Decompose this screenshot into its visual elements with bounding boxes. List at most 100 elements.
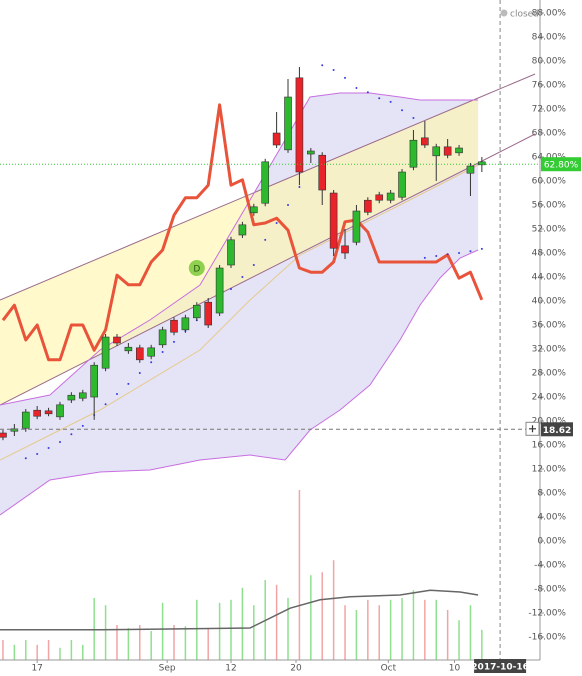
sar-dot [446, 253, 449, 256]
volume-bar [401, 598, 403, 660]
candle-body [101, 336, 110, 369]
sar-dot [469, 250, 472, 253]
candle-body [455, 147, 463, 154]
volume-bar [435, 599, 437, 660]
event-label: D [193, 265, 200, 275]
volume-bar [424, 599, 426, 660]
y-tick-label: 72.00% [532, 105, 567, 115]
volume-bar [218, 602, 221, 660]
y-tick-label: 76.00% [532, 81, 567, 91]
last-price-label: 62.80% [544, 161, 579, 171]
candle-body [21, 411, 30, 429]
candle-body [124, 346, 133, 352]
volume-bar [196, 599, 198, 660]
candle-body [56, 404, 64, 418]
candle-body [295, 77, 304, 173]
candle-body [421, 137, 429, 146]
sar-dot [104, 403, 107, 406]
x-tick-label: 10 [449, 664, 461, 674]
sar-dot [298, 186, 301, 189]
y-tick-label: 68.00% [532, 129, 567, 139]
sar-dot [138, 372, 141, 375]
volume-bar [59, 647, 61, 660]
sar-dot [24, 457, 27, 460]
candle-body [284, 96, 292, 151]
volume-bar [378, 605, 380, 660]
crosshair-y-box [541, 422, 573, 437]
sar-dot [161, 351, 164, 354]
volume-bar [458, 620, 460, 660]
candle-body [0, 432, 7, 438]
candle-body [352, 210, 361, 243]
volume-bar [47, 640, 50, 660]
candle-body [272, 132, 281, 146]
candle-body [158, 329, 167, 346]
y-tick-label: 44.00% [532, 273, 567, 283]
channel-line [0, 73, 536, 301]
comparison-line [1, 103, 484, 362]
volume-ma [0, 589, 479, 631]
candle-body [307, 150, 315, 155]
candle-body [318, 154, 327, 191]
candle-body [44, 410, 53, 415]
volume-bar [310, 575, 312, 660]
x-tick-label: Sep [159, 664, 176, 674]
candle-body [409, 139, 418, 168]
sar-dot [172, 340, 175, 343]
y-tick-label: 40.00% [532, 297, 567, 307]
volume-bar [36, 644, 38, 660]
volume-bar [241, 587, 244, 660]
volume-bar [253, 605, 255, 660]
candle-body [147, 347, 155, 357]
sar-dot [366, 91, 369, 94]
candle-body [33, 409, 41, 417]
candle-body [466, 165, 475, 174]
x-tick-label: 12 [225, 664, 236, 674]
y-tick-label: -8.00% [534, 585, 566, 595]
sar-dot [423, 256, 426, 259]
volume-bar [481, 629, 483, 660]
volume-bar [287, 598, 289, 660]
channel-fill [0, 98, 479, 405]
last-price-box [541, 157, 581, 172]
sar-dot [480, 247, 483, 250]
sar-dot [58, 441, 61, 444]
volume-bar [184, 626, 187, 660]
sar-dot [344, 76, 347, 79]
bollinger-line [0, 249, 479, 516]
add-button-icon [529, 425, 536, 433]
sar-dot [36, 453, 39, 456]
x-tick-label: Oct [381, 664, 397, 674]
sar-dot [275, 222, 278, 225]
candle-body [341, 245, 349, 254]
add-button[interactable] [525, 421, 540, 436]
candle-body [181, 317, 190, 331]
y-tick-label: 84.00% [532, 33, 567, 43]
sar-dot [252, 264, 255, 267]
volume-bar [367, 599, 369, 660]
candle-body [204, 301, 213, 326]
candle-body [215, 267, 224, 314]
volume-bar [332, 560, 335, 660]
candle-body [67, 394, 76, 401]
volume-bar [355, 610, 358, 660]
sar-dot [81, 424, 84, 427]
y-tick-label: 16.00% [532, 441, 567, 451]
sar-dot [241, 276, 244, 279]
y-tick-label: 60.00% [532, 177, 567, 187]
y-tick-label: 52.00% [532, 225, 567, 235]
volume-bar [389, 599, 392, 660]
status-label: closed [510, 10, 539, 20]
y-tick-label: 48.00% [532, 249, 567, 259]
y-tick-label: 12.00% [532, 465, 567, 475]
sar-dot [150, 361, 153, 364]
sar-dot [412, 117, 415, 120]
volume-bar [230, 599, 232, 660]
moving-average [0, 164, 479, 461]
volume-bar [116, 625, 118, 660]
volume-bar [321, 572, 323, 660]
candle-body [238, 224, 247, 236]
sar-dot [332, 69, 335, 72]
sar-dot [401, 109, 404, 112]
candle-body [375, 194, 384, 201]
